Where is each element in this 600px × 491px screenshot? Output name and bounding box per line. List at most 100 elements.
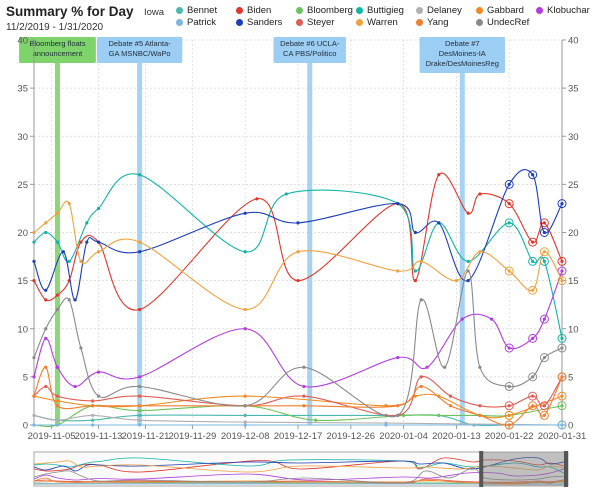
event-label-text: announcement: [33, 49, 84, 58]
point-undecref: [443, 365, 447, 369]
point-gabbard: [55, 399, 60, 403]
series-line-yang: [33, 366, 563, 426]
legend-item-biden[interactable]: Biden: [236, 5, 271, 17]
legend-label: Biden: [247, 5, 272, 16]
point-halo-sanders: [504, 179, 514, 189]
point-halo-undecref: [539, 353, 549, 363]
point-halo-klobuchar: [539, 314, 549, 324]
y-tick-label-right: 25: [568, 180, 579, 191]
legend-item-bloomberg[interactable]: Bloomberg: [296, 5, 353, 17]
event-label-text: DesMoines-IA: [439, 49, 486, 58]
x-tick-label: 2019-12-17: [274, 431, 323, 442]
navigator-line-undecref: [33, 467, 569, 484]
point-undecref: [79, 346, 83, 350]
point-undecref: [44, 327, 48, 331]
point-delaney: [55, 418, 60, 422]
point-sanders: [73, 298, 77, 302]
point-halo-bloomberg: [557, 401, 567, 411]
y-tick-label: 15: [17, 276, 28, 287]
legend-label: Delaney: [427, 5, 462, 16]
point-halo-warren: [557, 276, 567, 286]
legend-item-klobuchar[interactable]: Klobuchar: [536, 5, 590, 17]
point-buttigieg: [542, 259, 547, 263]
legend-item-warren[interactable]: Warren: [356, 17, 398, 29]
point-bloomberg: [560, 404, 564, 408]
navigator-handle-right[interactable]: [564, 451, 568, 487]
x-tick-label: 2019-11-13: [75, 431, 123, 442]
point-delaney: [32, 413, 36, 417]
legend-item-bennet[interactable]: Bennet: [176, 5, 217, 17]
point-warren: [67, 202, 71, 206]
point-biden: [44, 298, 48, 302]
event-label-text: Debate #7: [445, 39, 480, 48]
legend-item-patrick[interactable]: Patrick: [176, 17, 216, 29]
navigator-selection[interactable]: [481, 452, 568, 486]
legend-item-steyer[interactable]: Steyer: [296, 17, 334, 29]
point-undecref: [55, 307, 60, 312]
point-sanders: [437, 221, 441, 225]
event-label-box: [19, 37, 96, 63]
event-line: [54, 40, 60, 425]
point-patrick: [138, 423, 142, 427]
point-yang: [448, 404, 453, 408]
y-tick-label: 10: [17, 324, 28, 335]
point-biden: [542, 221, 547, 225]
point-biden: [531, 240, 535, 244]
point-klobuchar: [490, 317, 494, 321]
point-yang: [91, 404, 95, 408]
axes: 0 0 5 5 10 10 15 15 20 20 25 25 30 30 35 35 40 40 2019-11-…: [17, 36, 586, 443]
point-klobuchar: [460, 317, 464, 321]
legend-item-buttigieg[interactable]: Buttigieg: [356, 5, 404, 17]
point-patrick: [243, 423, 247, 427]
point-undecref: [466, 269, 470, 273]
point-halo-buttigieg: [557, 333, 567, 343]
legend-item-delaney[interactable]: Delaney: [416, 5, 462, 17]
point-gabbard: [560, 394, 564, 398]
y-tick-label: 35: [17, 84, 28, 95]
point-warren: [296, 250, 300, 254]
point-halo-warren: [528, 285, 538, 295]
point-sanders: [413, 230, 417, 235]
point-biden: [55, 293, 60, 297]
navigator-line-warren: [33, 460, 569, 473]
point-biden: [560, 259, 564, 263]
navigator-handle-left[interactable]: [479, 451, 484, 487]
x-tick-label: 2019-11-05: [28, 431, 76, 442]
point-sanders: [542, 230, 547, 235]
point-undecref: [507, 384, 511, 389]
legend-label: Steyer: [307, 17, 335, 28]
point-buttigieg: [96, 206, 101, 211]
event-label-text: Debate #5 Atlanta-: [109, 39, 172, 48]
legend-swatch: [356, 18, 363, 26]
navigator-line-yang: [33, 477, 569, 485]
x-tick-label: 2020-01-04: [379, 431, 428, 442]
y-tick-label-right: 35: [568, 84, 579, 95]
point-yang: [32, 394, 36, 398]
event-label-box: [419, 37, 505, 73]
point-sanders: [396, 202, 400, 206]
y-tick-label: 20: [17, 228, 28, 239]
legend-label: Bennet: [187, 5, 218, 16]
point-halo-undecref: [557, 343, 567, 353]
point-patrick: [91, 423, 95, 427]
point-sanders: [507, 182, 511, 186]
point-buttigieg: [85, 221, 89, 225]
y-tick-label-right: 5: [568, 372, 573, 383]
point-halo-klobuchar: [528, 333, 538, 343]
event-label-text: Drake/DesMoinesReg: [426, 59, 499, 68]
point-yang: [507, 423, 511, 427]
series-line-gabbard: [33, 393, 563, 419]
event-label-text: Bloomberg floats: [29, 39, 86, 48]
point-warren: [507, 269, 511, 273]
point-klobuchar: [55, 365, 60, 369]
legend-item-undecref[interactable]: UndecRef: [476, 17, 529, 29]
point-klobuchar: [32, 375, 36, 379]
navigator-line-sanders: [33, 457, 569, 472]
legend-item-yang[interactable]: Yang: [416, 17, 448, 29]
legend-item-sanders[interactable]: Sanders: [236, 17, 282, 29]
point-halo-patrick: [557, 420, 567, 430]
legend-item-gabbard[interactable]: Gabbard: [476, 5, 524, 17]
point-bennet: [138, 413, 142, 417]
point-halo-biden: [557, 256, 567, 266]
